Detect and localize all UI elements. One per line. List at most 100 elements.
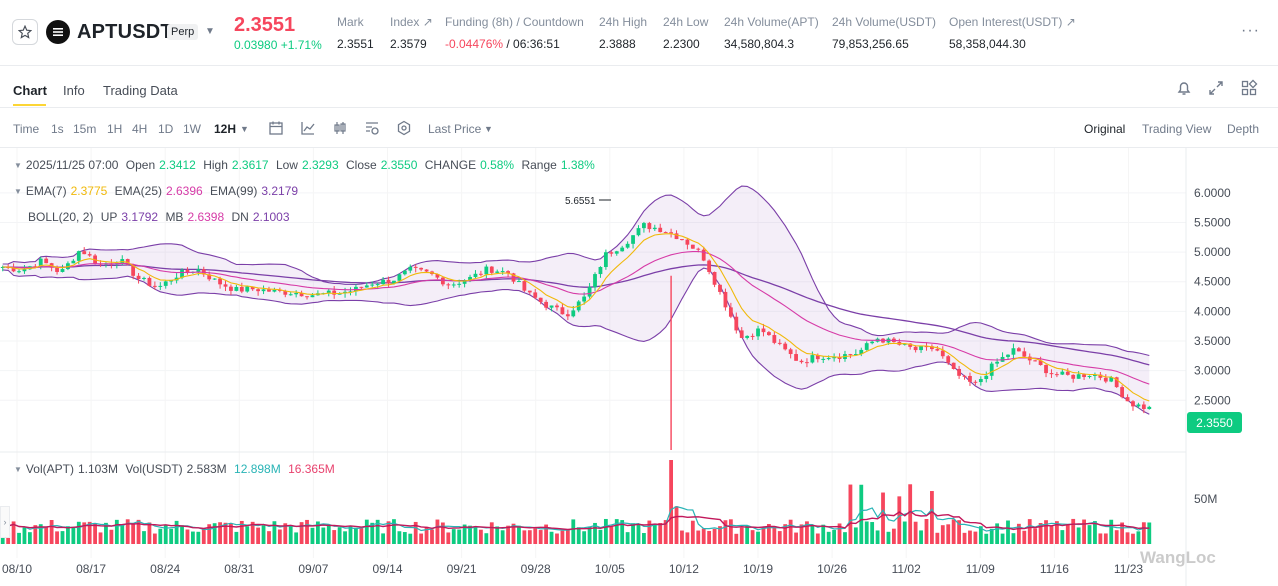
volume-bar <box>875 530 880 544</box>
candle-body <box>728 307 733 317</box>
candle-body <box>989 363 994 376</box>
price-type-dropdown-icon[interactable]: ▼ <box>484 124 493 134</box>
price-change: 0.03980 +1.71% <box>234 38 322 52</box>
candle-body <box>582 296 587 302</box>
interval-4h[interactable]: 4H <box>132 122 148 136</box>
candle-body <box>772 335 777 343</box>
candle-body <box>1098 374 1103 378</box>
stat-24h-volume-apt: 24h Volume(APT) 34,580,804.3 <box>724 15 819 51</box>
tab-chart[interactable]: Chart <box>13 83 47 98</box>
price-type-select[interactable]: Last Price <box>428 122 482 136</box>
candle-body <box>142 277 146 279</box>
volume-bar <box>511 523 516 544</box>
chart-toolbar: Time 1s 15m 1H 4H 1D 1W 12H ▼ Last Price… <box>0 108 1278 148</box>
candle-body <box>680 239 684 241</box>
volume-bar <box>364 519 369 544</box>
view-original[interactable]: Original <box>1084 122 1126 136</box>
volume-bar <box>1098 533 1103 544</box>
more-options-icon[interactable]: ··· <box>1241 22 1260 39</box>
volume-bar <box>669 460 673 544</box>
volume-bar <box>631 523 635 544</box>
candle-body <box>848 354 853 356</box>
expand-icon[interactable] <box>1207 79 1225 97</box>
volume-bar <box>1147 522 1152 544</box>
tab-info[interactable]: Info <box>63 83 85 98</box>
interval-12h[interactable]: 12H <box>214 122 237 136</box>
volume-bar <box>690 520 695 544</box>
stat-index[interactable]: Index ↗ 2.3579 <box>390 15 433 51</box>
candle-body <box>815 355 820 360</box>
calendar-icon[interactable] <box>268 120 284 136</box>
interval-1s[interactable]: 1s <box>51 122 64 136</box>
layout-grid-icon[interactable] <box>1240 79 1258 97</box>
candle-body <box>234 286 239 291</box>
candle-body <box>745 335 750 338</box>
max-price-label: 5.6551 <box>565 196 596 207</box>
collapse-caret-icon[interactable]: ▼ <box>14 161 22 170</box>
candle-body <box>424 269 429 272</box>
drawing-tools-icon[interactable] <box>364 120 380 136</box>
volume-bar <box>201 529 206 544</box>
candle-body <box>712 271 717 285</box>
candle-body <box>767 332 771 336</box>
candle-body <box>305 296 309 298</box>
volume-bar <box>446 532 451 544</box>
candlestick-chart[interactable]: 6.0000 5.5000 5.0000 4.5000 4.0000 3.5000 3.00… <box>0 148 1278 586</box>
collapse-caret-icon[interactable]: ▼ <box>14 465 22 474</box>
volume-bar <box>22 527 27 544</box>
candle-style-icon[interactable] <box>332 120 348 136</box>
candle-body <box>1087 375 1092 378</box>
symbol-header: APTUSDT Perp ▼ 2.3551 0.03980 +1.71% Mar… <box>0 0 1278 66</box>
volume-bar <box>609 526 614 544</box>
volume-bar <box>299 522 304 544</box>
interval-1w[interactable]: 1W <box>183 122 201 136</box>
interval-1h[interactable]: 1H <box>107 122 123 136</box>
volume-bar <box>680 530 684 544</box>
candle-body <box>940 350 945 357</box>
candle-body <box>207 274 212 280</box>
volume-bar <box>777 531 782 544</box>
volume-bar <box>261 525 266 544</box>
favorite-star-icon[interactable] <box>12 19 38 45</box>
interval-15m[interactable]: 15m <box>73 122 97 136</box>
view-depth[interactable]: Depth <box>1227 122 1260 136</box>
tab-trading-data[interactable]: Trading Data <box>103 83 178 98</box>
candle-body <box>696 248 701 250</box>
volume-bar <box>549 531 554 544</box>
candle-body <box>951 362 956 369</box>
chevron-right-icon[interactable]: › <box>0 506 10 538</box>
volume-bar <box>267 531 271 544</box>
volume-bar <box>1011 533 1016 544</box>
volume-bar <box>82 522 87 544</box>
candle-body <box>1093 374 1097 376</box>
interval-time[interactable]: Time <box>13 122 40 136</box>
interval-1d[interactable]: 1D <box>158 122 174 136</box>
volume-bar <box>223 522 228 544</box>
x-tick-label: 09/28 <box>521 562 551 576</box>
indicator-icon[interactable] <box>300 120 316 136</box>
volume-bar <box>739 527 744 544</box>
candle-body <box>495 271 500 273</box>
volume-bar <box>625 532 630 544</box>
collapse-caret-icon[interactable]: ▼ <box>14 187 22 196</box>
volume-bar <box>397 531 402 544</box>
symbol-name[interactable]: APTUSDT <box>77 21 173 43</box>
candle-body <box>565 314 570 317</box>
last-price: 2.3551 <box>234 14 296 36</box>
candle-body <box>435 273 440 278</box>
chevron-down-icon[interactable]: ▼ <box>205 26 215 37</box>
settings-icon[interactable] <box>396 120 412 136</box>
candle-body <box>1147 406 1152 409</box>
ohlc-info-line: ▼ 2025/11/25 07:00 Open 2.3412 High 2.3617 … <box>14 158 595 172</box>
interval-dropdown-icon[interactable]: ▼ <box>240 124 249 134</box>
ohlc-open: 2.3412 <box>159 158 196 172</box>
bell-icon[interactable] <box>1175 79 1193 97</box>
candle-body <box>946 356 951 363</box>
candle-body <box>930 346 934 350</box>
view-trading-view[interactable]: Trading View <box>1142 122 1212 136</box>
ohlc-high: 2.3617 <box>231 158 269 172</box>
candle-body <box>522 281 527 291</box>
volume-bar <box>794 532 798 544</box>
volume-bar <box>462 524 467 544</box>
stat-open-interest[interactable]: Open Interest(USDT) ↗ 58,358,044.30 <box>949 15 1076 51</box>
